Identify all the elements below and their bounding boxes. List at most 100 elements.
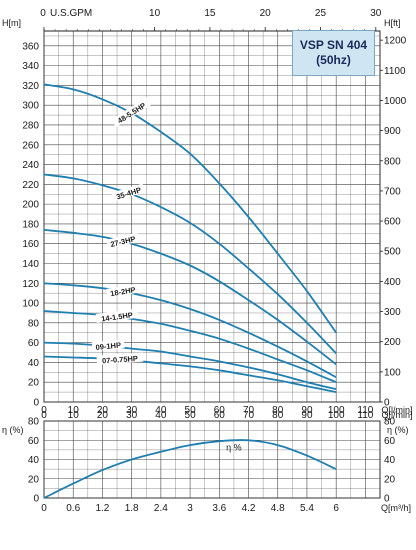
h-m-tick-label: 360 [22,41,39,52]
curve-label-bg [96,352,144,365]
q-tick-label: 90 [301,405,313,416]
curve-label-bg [111,97,152,128]
h-m-tick-label: 60 [28,338,40,349]
curve-label-09-1HP: 09-1HP [95,340,121,352]
curve-label-18-2HP: 18-2HP [110,285,137,298]
h-m-tick-label: 240 [22,160,39,171]
q-tick-label-2: 30 [126,410,138,421]
q-tick-label: 0 [41,405,47,416]
eta-right-tick: 40 [384,455,396,466]
qm3-axis-label: Q[m³/h] [381,503,411,513]
h-ft-tick-label: 100 [384,367,401,378]
h-ft-tick-label: 200 [384,337,401,348]
q-axis-label-2: Q[l/min] [381,410,412,420]
gpm-tick-label: 15 [204,8,216,19]
q-tick-label: 110 [357,405,373,416]
q-tick-label-2: 100 [328,410,345,421]
h-m-tick-label: 220 [22,180,39,191]
q-tick-label: 30 [126,405,138,416]
h-ft-tick-label: 900 [384,126,401,137]
h-ft-tick-label: 600 [384,217,401,228]
curve-label-group: 18-2HP [106,283,140,298]
h-ft-axis-label: H[ft] [384,18,401,28]
eta-right-tick: 80 [384,417,396,428]
curve-label-bg [105,232,140,249]
q-tick-label-2: 0 [41,410,47,421]
q-tick-label: 50 [185,405,197,416]
q-tick-label: 100 [328,405,345,416]
q-tick-label-2: 40 [155,410,167,421]
qm3-tick-label: 0 [41,503,47,514]
chart-subtitle: (50hz) [316,53,351,67]
h-m-tick-label: 320 [22,81,39,92]
qm3-tick-label: 1.2 [95,503,109,514]
h-m-tick-label: 120 [22,279,39,290]
qm3-tick-label: 3 [187,503,193,514]
curve-label-group: 09-1HP [91,339,125,352]
q-tick-label: 10 [68,405,80,416]
qm3-tick-label: 0.6 [66,503,80,514]
h-m-tick-label: 180 [22,219,39,230]
h-ft-tick-label: 400 [384,277,401,288]
h-ft-tick-label: 500 [384,247,401,258]
h-m-tick-label: 0 [33,398,39,409]
gpm-tick-label: 20 [260,8,272,19]
h-m-tick-label: 100 [22,299,39,310]
q-tick-label: 60 [214,405,226,416]
q-tick-label: 70 [243,405,255,416]
qm3-tick-label: 6 [333,503,339,514]
h-ft-tick-label: 800 [384,156,401,167]
h-m-tick-label: 200 [22,200,39,211]
efficiency-curve-label: η % [226,442,242,452]
h-m-tick-label: 340 [22,61,39,72]
q-tick-label: 40 [155,405,167,416]
gpm-tick-label: 30 [370,8,382,19]
gpm-tick-label: 10 [149,8,161,19]
pump-curve-14-1.5HP [43,310,337,384]
eta-right-tick: 20 [384,474,396,485]
curve-label-bg [95,308,139,324]
eta-left-tick: 80 [28,417,40,428]
eta-left-label: η (%) [2,425,24,435]
curve-label-bg [111,183,146,202]
q-tick-label-2: 90 [301,410,313,421]
model-badge: VSP SN 404 (50hz) [292,30,375,76]
q-tick-label-2: 10 [68,410,80,421]
q-tick-label: 80 [272,405,284,416]
h-ft-tick-label: 700 [384,186,401,197]
q-tick-label-2: 20 [97,410,109,421]
h-ft-tick-label: 1100 [384,66,406,77]
q-tick-label-2: 80 [272,410,284,421]
h-m-tick-label: 140 [22,259,39,270]
eta-left-tick: 60 [28,436,40,447]
h-ft-tick-label: 1200 [384,36,407,47]
eta-left-tick: 40 [28,455,40,466]
pump-curve-18-2HP [43,282,337,379]
curve-label-14-1.5HP: 14-1.5HP [101,310,134,323]
qm3-tick-label: 4.8 [271,503,285,514]
curve-label-35-4HP: 35-4HP [115,185,142,201]
q-tick-label-2: 110 [357,410,373,421]
pump-curve-48-5.5HP [43,83,337,334]
h-m-tick-label: 280 [22,120,39,131]
h-m-tick-label: 260 [22,140,39,151]
curve-label-group: 27-3HP [105,232,140,249]
gpm-axis-label: U.S.GPM [50,8,92,19]
h-m-axis-label: H[m] [2,18,21,28]
eta-right-tick: 0 [384,494,390,505]
eta-left-tick: 0 [33,494,39,505]
pump-curve-27-3HP [43,229,337,366]
h-m-tick-label: 40 [28,358,40,369]
gpm-tick-label: 25 [315,8,327,19]
q-axis-label: Q[l/min] [381,405,412,415]
curve-label-bg [106,283,140,298]
qm3-tick-label: 5.4 [300,503,314,514]
qm3-tick-label: 2.4 [154,503,168,514]
h-m-tick-label: 160 [22,239,39,250]
curve-label-group: 35-4HP [111,183,146,202]
q-tick-label-2: 60 [214,410,226,421]
curve-label-07-0.75HP: 07-0.75HP [102,354,138,365]
gpm-tick-label: 0 [40,8,46,19]
qm3-tick-label: 4.2 [242,503,256,514]
